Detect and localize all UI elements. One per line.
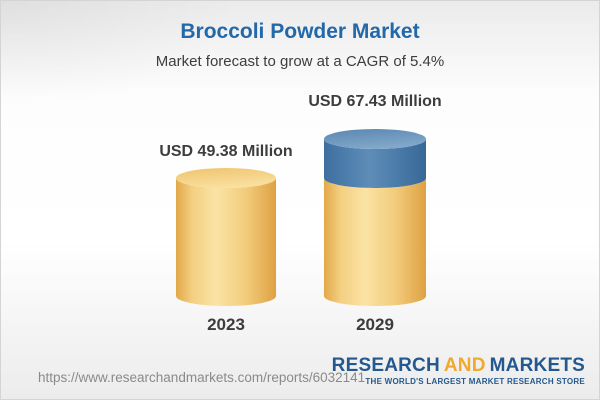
research-and-markets-logo: RESEARCH AND MARKETS THE WORLD'S LARGEST M… [332, 356, 585, 386]
logo-word-and: AND [443, 355, 486, 376]
page-subtitle: Market forecast to grow at a CAGR of 5.4… [155, 53, 445, 70]
logo-word-research: RESEARCH [331, 355, 440, 376]
logo-wordmark: RESEARCH AND MARKETS [332, 356, 585, 375]
cylinder-2023-top [176, 168, 276, 188]
report-url: https://www.researchandmarkets.com/repor… [38, 370, 366, 385]
cylinder-2023-body [176, 178, 276, 306]
logo-word-markets: MARKETS [489, 355, 585, 376]
category-label-2023: 2023 [207, 315, 245, 334]
cylinder-2029-top [324, 129, 426, 149]
category-label-2029: 2029 [356, 315, 394, 334]
cylinder-2023 [176, 168, 276, 306]
cylinder-2029-growth-segment [324, 139, 426, 188]
cylinder-2029 [324, 129, 426, 306]
logo-tagline: THE WORLD'S LARGEST MARKET RESEARCH STOR… [365, 377, 585, 386]
value-label-2023: USD 49.38 Million [159, 143, 293, 160]
value-label-2029: USD 67.43 Million [308, 93, 442, 110]
page-title: Broccoli Powder Market [180, 20, 420, 43]
cylinder-2029-base-segment [324, 178, 426, 306]
